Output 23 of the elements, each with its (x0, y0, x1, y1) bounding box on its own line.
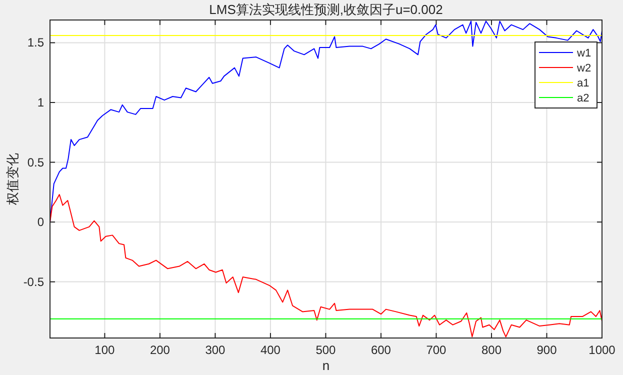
x-tick-label: 200 (150, 343, 170, 357)
x-tick-label: 800 (481, 343, 502, 357)
x-tick-label: 400 (260, 343, 281, 357)
legend-label: a1 (577, 78, 590, 90)
legend-label: w2 (576, 62, 592, 74)
y-tick-label: 0 (37, 215, 44, 230)
line-series (50, 194, 602, 338)
x-axis-title: n (322, 358, 330, 373)
x-tick-label: 700 (426, 343, 447, 357)
legend-label: w1 (576, 48, 592, 60)
y-tick-label: 1 (37, 95, 44, 110)
chart-title: LMS算法实现线性预测,收敛因子u=0.002 (209, 2, 443, 17)
y-tick-label: 1.5 (27, 36, 44, 50)
x-tick-label: 300 (205, 343, 226, 357)
x-tick-label: 900 (536, 343, 558, 357)
y-tick-label: -0.5 (23, 274, 44, 289)
legend-label: a2 (577, 92, 590, 104)
y-axis-title: 权值变化 (5, 153, 20, 206)
x-tick-label: 600 (370, 343, 392, 357)
x-tick-label: 500 (316, 343, 336, 357)
x-tick-label: 100 (94, 343, 116, 357)
x-tick-label: 1000 (588, 343, 616, 357)
y-tick-label: 0.5 (27, 155, 44, 170)
